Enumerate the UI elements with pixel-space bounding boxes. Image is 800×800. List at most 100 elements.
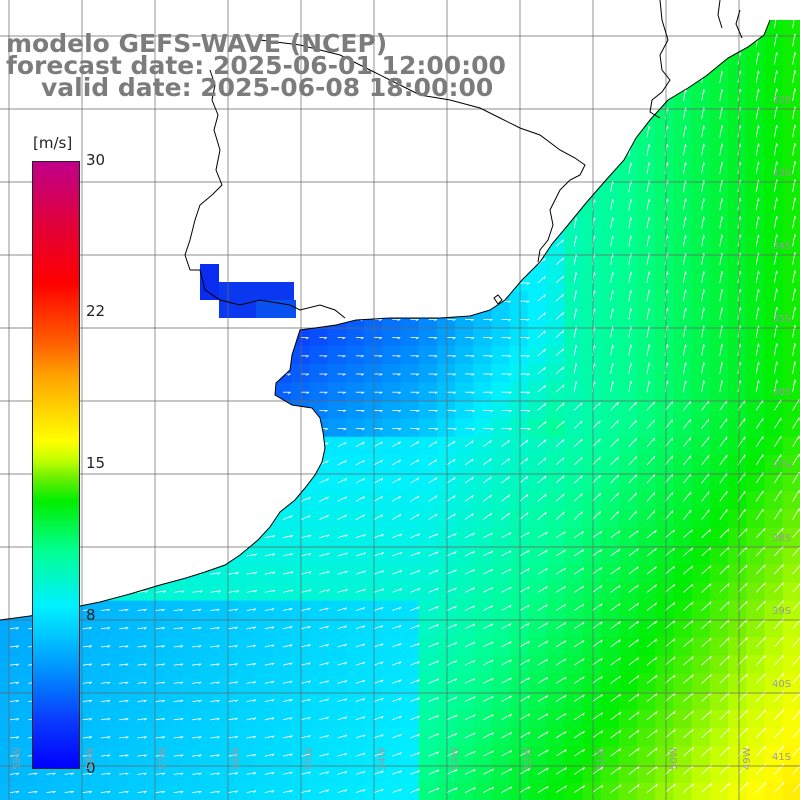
wind-speed-cell	[691, 364, 711, 383]
wind-arrow-head	[526, 355, 530, 358]
wind-arrow-head	[648, 271, 651, 275]
wind-speed-cell	[491, 673, 511, 693]
wind-speed-cell	[709, 564, 729, 583]
wind-speed-cell	[345, 582, 365, 602]
wind-arrow-head	[342, 355, 346, 358]
wind-speed-cell	[418, 782, 438, 800]
wind-arrow	[555, 384, 565, 393]
wind-arrow	[610, 308, 613, 320]
wind-speed-cell	[655, 655, 674, 674]
wind-speed-cell	[691, 418, 711, 438]
wind-speed-cell	[764, 291, 784, 310]
wind-speed-cell	[491, 746, 511, 765]
wind-arrow	[610, 217, 613, 229]
wind-speed-cell	[473, 764, 492, 784]
wind-speed-cell	[709, 728, 729, 747]
wind-speed-cell	[782, 54, 800, 74]
wind-speed-cell	[527, 582, 547, 602]
wind-arrow	[610, 235, 613, 247]
wind-speed-cell	[345, 327, 365, 347]
wind-arrow-head	[776, 88, 778, 92]
wind-speed-cell	[382, 709, 401, 729]
wind-speed-cell	[91, 709, 110, 729]
wind-speed-cell	[455, 436, 474, 456]
wind-speed-cell	[673, 618, 693, 638]
wind-speed-cell	[746, 327, 765, 347]
wind-speed-cell	[746, 782, 765, 800]
wind-speed-cell	[327, 728, 347, 747]
wind-arrow-head	[703, 125, 705, 129]
wind-arrow-head	[794, 361, 797, 365]
wind-speed-cell	[418, 564, 438, 583]
wind-speed-cell	[109, 764, 128, 784]
wind-arrow-head	[648, 162, 651, 166]
wind-arrow-head	[593, 344, 596, 348]
wind-speed-cell	[655, 327, 674, 347]
wind-speed-cell	[728, 72, 747, 92]
wind-arrow	[755, 161, 759, 174]
wind-speed-cell	[455, 345, 474, 365]
wind-arrow	[755, 234, 759, 247]
wind-speed-cell	[618, 436, 638, 456]
wind-speed-cell	[564, 400, 583, 420]
wind-speed-cell	[436, 527, 456, 547]
wind-arrow-head	[489, 337, 493, 340]
wind-arrow	[683, 89, 686, 102]
wind-arrow	[628, 380, 632, 393]
wind-speed-cell	[782, 364, 800, 383]
wind-speed-cell	[473, 600, 492, 620]
wind-speed-cell	[382, 382, 401, 401]
wind-speed-cell	[127, 709, 147, 729]
wind-speed-cell	[527, 273, 547, 292]
wind-speed-cell	[582, 637, 602, 656]
wind-speed-cell	[418, 582, 438, 602]
wind-speed-cell	[728, 236, 747, 256]
wind-arrow	[573, 272, 577, 284]
wind-speed-cell	[327, 436, 347, 456]
wind-arrow-head	[324, 373, 328, 376]
wind-speed-cell	[327, 618, 347, 638]
wind-arrow	[646, 125, 650, 138]
wind-arrow-head	[434, 355, 438, 358]
wind-speed-cell	[455, 382, 474, 401]
wind-arrow-head	[776, 161, 778, 165]
wind-speed-cell	[364, 655, 383, 674]
wind-arrow	[683, 344, 686, 356]
wind-speed-cell	[0, 618, 19, 638]
wind-speed-cell	[436, 764, 456, 784]
wind-speed-cell	[418, 655, 438, 674]
wind-arrow	[573, 290, 577, 302]
wind-speed-cell	[127, 673, 147, 693]
wind-speed-cell	[91, 618, 110, 638]
wind-speed-cell	[327, 382, 347, 401]
wind-arrow-head	[685, 307, 687, 311]
wind-speed-cell	[364, 473, 383, 492]
wind-speed-cell	[327, 509, 347, 529]
wind-speed-cell	[473, 673, 492, 693]
wind-speed-cell	[436, 655, 456, 674]
wind-arrow-head	[794, 70, 797, 74]
wind-arrow-head	[758, 216, 760, 220]
wind-speed-cell	[691, 564, 711, 583]
wind-arrow-head	[612, 289, 614, 294]
wind-speed-cell	[473, 400, 492, 420]
wind-speed-cell	[527, 291, 547, 310]
wind-arrow-head	[776, 197, 778, 201]
wind-arrow	[555, 312, 564, 320]
wind-speed-cell	[291, 709, 310, 729]
wind-speed-cell	[236, 618, 256, 638]
wind-arrow	[755, 307, 759, 320]
wind-speed-cell	[527, 709, 547, 729]
wind-arrow-head	[794, 142, 797, 147]
wind-speed-cell	[564, 254, 583, 274]
wind-speed-cell	[200, 764, 219, 784]
wind-speed-cell	[309, 564, 329, 583]
wind-arrow	[774, 270, 777, 284]
wind-speed-cell	[163, 709, 183, 729]
wind-speed-cell	[582, 582, 602, 602]
wind-arrow-head	[526, 300, 530, 303]
wind-arrow	[537, 384, 546, 393]
wind-arrow-head	[721, 234, 724, 238]
wind-arrow-head	[776, 70, 778, 74]
wind-arrow	[555, 293, 564, 302]
